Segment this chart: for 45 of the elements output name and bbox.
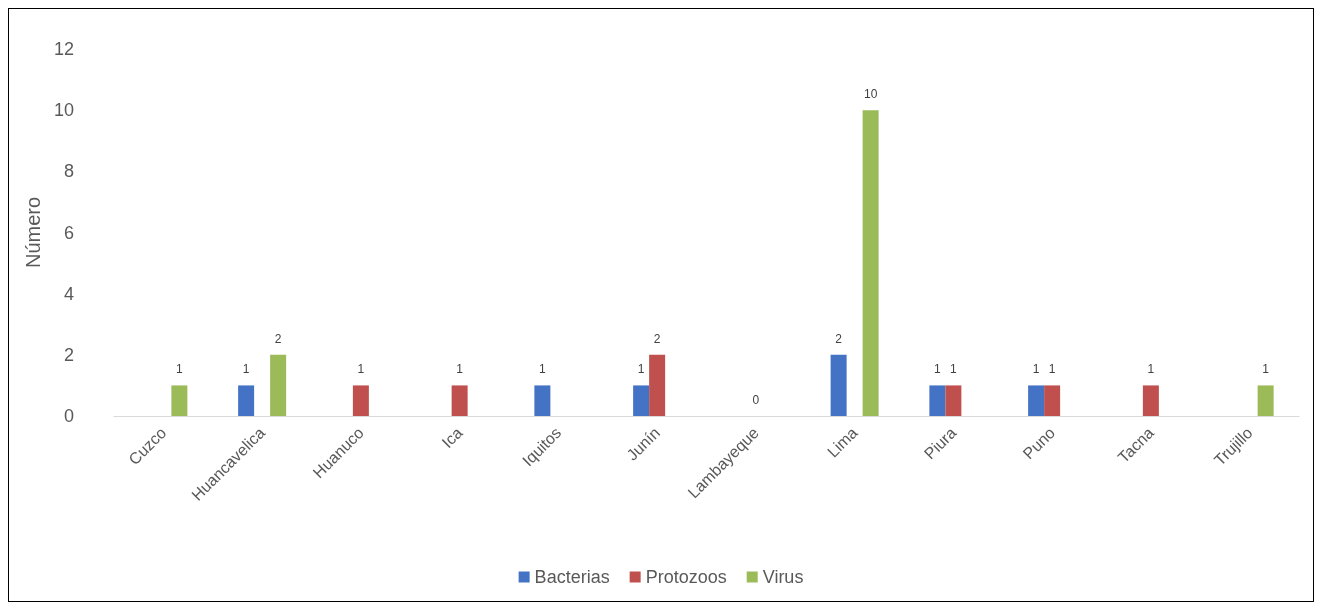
y-tick-label: 12 [53, 39, 74, 59]
data-label: 0 [752, 393, 760, 407]
bar [633, 385, 650, 416]
data-label: 1 [1032, 362, 1040, 377]
bar [352, 385, 369, 416]
legend-label: Virus [762, 567, 804, 587]
bar [1028, 385, 1045, 416]
data-label: 1 [242, 362, 250, 377]
data-label: 10 [863, 87, 878, 102]
bar [171, 385, 188, 416]
bar [649, 354, 666, 416]
bar [1257, 385, 1274, 416]
bar [270, 354, 287, 416]
bar [1044, 385, 1061, 416]
data-label: 1 [357, 362, 365, 377]
bar [830, 354, 847, 416]
data-label: 1 [934, 362, 942, 377]
data-label: 1 [1147, 362, 1155, 377]
x-tick-label: Ica [438, 423, 466, 452]
y-axis-title: Número [22, 196, 45, 269]
data-label: 1 [539, 362, 547, 377]
data-label: 1 [637, 362, 645, 377]
data-label: 2 [653, 331, 661, 346]
y-tick-label: 6 [63, 222, 74, 243]
data-label: 1 [950, 362, 958, 377]
bar [1142, 385, 1159, 416]
y-tick-label: 0 [63, 406, 74, 426]
data-label: 2 [274, 331, 282, 346]
data-label: 1 [1048, 362, 1056, 377]
data-label: 1 [176, 362, 184, 377]
data-label: 1 [456, 362, 464, 377]
y-tick-label: 4 [63, 283, 74, 304]
bar [451, 385, 468, 416]
legend-label: Bacterias [534, 567, 610, 587]
data-label: 2 [835, 331, 843, 346]
bar [534, 385, 551, 416]
y-tick-label: 10 [53, 100, 74, 121]
bar [862, 110, 879, 416]
y-tick-label: 2 [63, 344, 74, 365]
bar [238, 385, 255, 416]
bar [945, 385, 962, 416]
data-label: 1 [1262, 362, 1270, 377]
legend-label: Protozoos [645, 567, 727, 587]
bar [929, 385, 946, 416]
y-tick-label: 8 [63, 161, 74, 182]
